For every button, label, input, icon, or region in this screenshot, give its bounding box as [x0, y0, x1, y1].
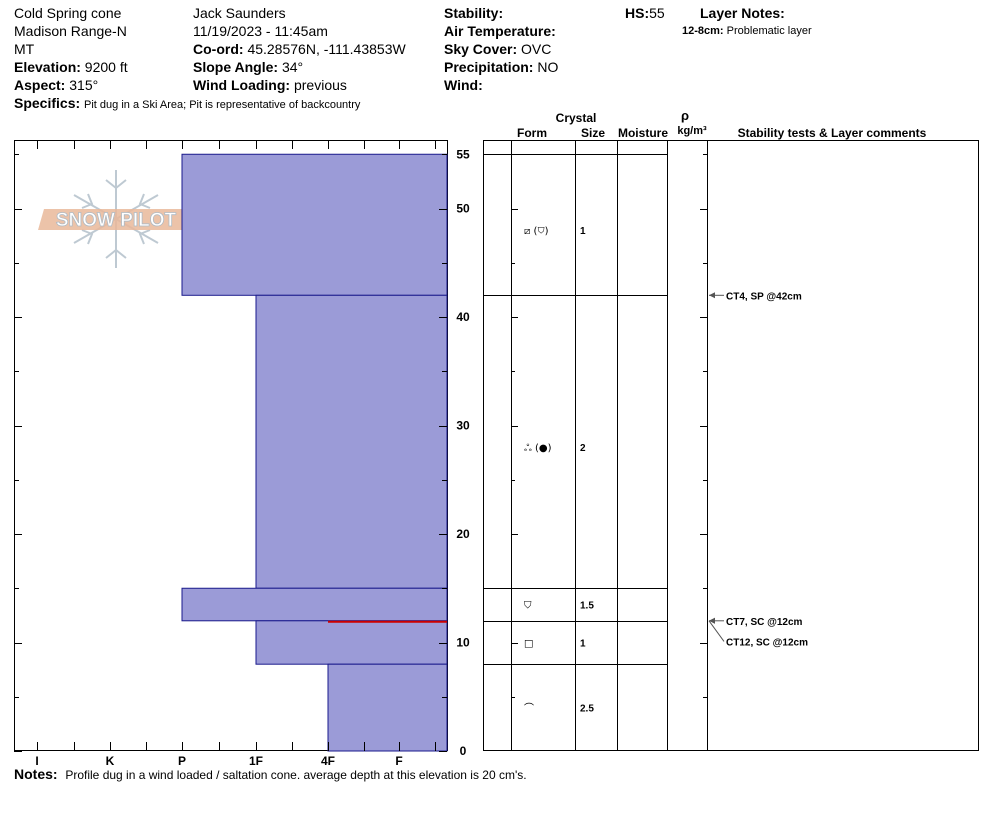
crystal-form-0: ⧄ (⛉) — [524, 226, 549, 237]
size-header: Size — [581, 126, 605, 140]
specifics-label: Specifics: — [14, 95, 81, 111]
slope-value: 34° — [281, 59, 304, 75]
depth-label-55: 55 — [456, 147, 470, 161]
hs-value: 55 — [649, 5, 665, 21]
specifics-value: Pit dug in a Ski Area; Pit is representa… — [84, 99, 361, 111]
hardness-layer-4 — [327, 663, 448, 752]
density-unit-header: kg/m³ — [677, 125, 707, 137]
hardness-label-i: I — [35, 754, 38, 768]
crystal-rows: ⧄ (⛉) 1 ஃ (●) 2 ⛉ 1.5 □ 1 ⌒ 2.5 — [524, 226, 594, 714]
stability-row: Stability: — [444, 4, 503, 22]
crystal-size-2: 1.5 — [580, 601, 594, 612]
coord-row: Co-ord: 45.28576N, -111.43853W — [193, 40, 406, 58]
aspect-label: Aspect: — [14, 77, 66, 93]
hardness-layer-2 — [181, 587, 448, 622]
snowpilot-logo: SNOW PILOT — [38, 170, 194, 268]
test-label-0: CT4, SP @42cm — [726, 291, 802, 302]
mountain-range: Madison Range-N — [14, 23, 127, 39]
rho-header: ρ — [681, 108, 689, 123]
hardness-label-f: F — [395, 754, 402, 768]
table-frame — [483, 140, 979, 751]
test-label-1: CT7, SC @12cm — [726, 617, 803, 628]
hardness-axis: I K P 1F 4F F — [14, 140, 436, 768]
crystal-size-1: 2 — [580, 443, 586, 454]
form-header: Form — [517, 126, 547, 140]
hs-label: HS: — [625, 5, 650, 21]
air-temp-label: Air Temperature: — [444, 23, 556, 39]
layer-notes-label: Layer Notes: — [700, 5, 785, 21]
hardness-label-4f: 4F — [321, 754, 335, 768]
moisture-header: Moisture — [618, 126, 668, 140]
hardness-layer-0 — [181, 153, 448, 296]
notes-label: Notes: — [14, 766, 58, 782]
stability-tests: CT4, SP @42cm CT7, SC @12cm CT12, SC @12cm — [708, 291, 808, 648]
crystal-size-3: 1 — [580, 639, 586, 650]
wind-loading-value: previous — [293, 77, 347, 93]
wind-row: Wind: — [444, 76, 483, 94]
crystal-form-3: □ — [524, 639, 533, 650]
slope-row: Slope Angle: 34° — [193, 58, 303, 76]
crystal-form-2: ⛉ — [524, 601, 532, 612]
observer-name: Jack Saunders — [193, 5, 286, 21]
test-arrow-head-2 — [709, 617, 715, 624]
state: MT — [14, 41, 35, 57]
elevation-label: Elevation: — [14, 59, 81, 75]
wind-loading-row: Wind Loading: previous — [193, 76, 347, 94]
location-name: Cold Spring cone — [14, 5, 122, 21]
wind-label: Wind: — [444, 77, 483, 93]
crystal-form-4: ⌒ — [524, 703, 534, 715]
crystal-header: Crystal — [556, 111, 597, 125]
depth-label-30: 30 — [456, 419, 470, 433]
notes-row: Notes: Profile dug in a wind loaded / sa… — [14, 766, 527, 782]
crystal-size-0: 1 — [580, 226, 586, 237]
logo-text: SNOW PILOT — [56, 210, 177, 231]
elevation-value: 9200 ft — [84, 59, 128, 75]
table-depth-ticks — [511, 154, 707, 698]
test-arrow-line-2 — [708, 620, 725, 642]
precip-value: NO — [537, 59, 559, 75]
crystal-form-1: ஃ (●) — [524, 443, 552, 454]
coord-value: 45.28576N, -111.43853W — [247, 41, 406, 57]
sky-cover-row: Sky Cover: OVC — [444, 40, 551, 58]
hardness-layers — [181, 153, 448, 752]
hardness-layer-3 — [255, 620, 448, 665]
notes-text: Profile dug in a wind loaded / saltation… — [65, 768, 527, 782]
hardness-label-p: P — [178, 754, 186, 768]
test-arrow-head-0 — [709, 292, 715, 299]
hardness-label-k: K — [106, 754, 115, 768]
aspect-row: Aspect: 315° — [14, 76, 98, 94]
comments-header: Stability tests & Layer comments — [738, 126, 927, 140]
hs-row: HS:55 — [625, 4, 665, 22]
precip-row: Precipitation: NO — [444, 58, 558, 76]
specifics-row: Specifics: Pit dug in a Ski Area; Pit is… — [14, 94, 360, 114]
depth-label-40: 40 — [456, 310, 470, 324]
sky-cover-value: OVC — [521, 41, 552, 57]
depth-axis: 0 10 20 30 40 50 55 — [14, 147, 470, 758]
crystal-size-4: 2.5 — [580, 704, 594, 715]
layer-note: 12-8cm: Problematic layer — [682, 22, 812, 40]
depth-label-0: 0 — [460, 744, 467, 758]
coord-label: Co-ord: — [193, 41, 244, 57]
aspect-value: 315° — [69, 77, 99, 93]
layer-note-depth: 12-8cm: — [682, 25, 724, 37]
depth-label-10: 10 — [456, 636, 470, 650]
depth-label-20: 20 — [456, 527, 470, 541]
wind-loading-label: Wind Loading: — [193, 77, 291, 93]
slope-label: Slope Angle: — [193, 59, 279, 75]
sky-cover-label: Sky Cover: — [444, 41, 518, 57]
depth-label-50: 50 — [456, 202, 470, 216]
observation-datetime: 11/19/2023 - 11:45am — [193, 23, 328, 39]
table-column-lines — [511, 140, 708, 751]
table-headers: Crystal Form Size Moisture ρ kg/m³ Stabi… — [517, 108, 927, 140]
elevation-row: Elevation: 9200 ft — [14, 58, 128, 76]
test-label-2: CT12, SC @12cm — [726, 637, 808, 648]
hardness-label-1f: 1F — [249, 754, 263, 768]
layer-note-text: Problematic layer — [726, 25, 812, 37]
air-temp-row: Air Temperature: — [444, 22, 556, 40]
precip-label: Precipitation: — [444, 59, 534, 75]
hardness-layer-1 — [255, 294, 448, 589]
stability-label: Stability: — [444, 5, 504, 21]
